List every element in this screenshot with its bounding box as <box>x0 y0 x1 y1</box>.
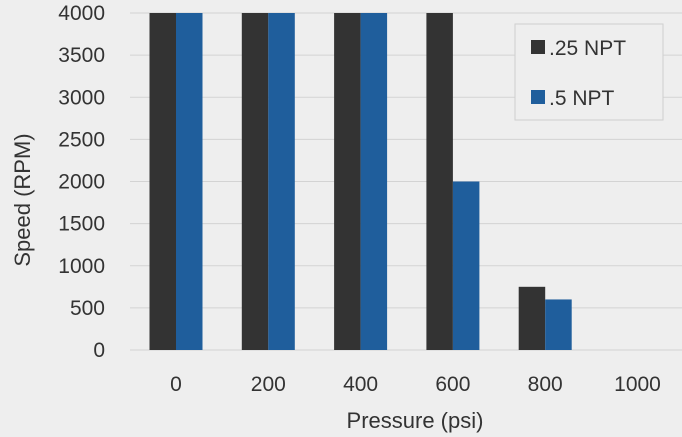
x-tick-label: 600 <box>435 373 470 396</box>
x-tick-label: 400 <box>343 373 378 396</box>
bar-series-2-600 <box>452 181 480 350</box>
bar-series-1-0 <box>149 13 176 350</box>
bar-series-2-0 <box>176 13 203 350</box>
bar-series-1-600 <box>426 13 453 350</box>
bar-series-1-200 <box>241 13 269 350</box>
legend-swatch <box>531 90 545 104</box>
bar-series-2-400 <box>360 13 388 350</box>
y-tick-label: 1500 <box>58 213 105 236</box>
bar-series-2-200 <box>268 13 295 350</box>
y-tick-label: 4000 <box>58 2 105 25</box>
y-tick-label: 500 <box>70 297 105 320</box>
legend-swatch <box>531 40 545 54</box>
y-axis-title: Speed (RPM) <box>10 133 35 266</box>
x-tick-label: 200 <box>251 373 286 396</box>
y-tick-label: 2500 <box>58 128 105 151</box>
y-tick-label: 1000 <box>58 255 105 278</box>
x-axis-title: Pressure (psi) <box>347 408 484 433</box>
legend-label: .5 NPT <box>549 87 615 110</box>
x-tick-label: 800 <box>528 373 563 396</box>
bar-series-2-800 <box>545 299 572 350</box>
y-tick-label: 3000 <box>58 86 105 109</box>
x-tick-labels: 0 200 400 600 800 1000 <box>170 373 661 396</box>
y-tick-labels: 0 500 1000 1500 2000 2500 3000 3500 4000 <box>58 2 105 362</box>
x-tick-label: 1000 <box>614 373 661 396</box>
legend-label: .25 NPT <box>549 37 626 60</box>
bar-series-1-400 <box>334 13 361 350</box>
legend: .25 NPT .5 NPT <box>514 23 664 121</box>
x-tick-label: 0 <box>170 373 182 396</box>
bars <box>149 13 572 350</box>
y-tick-label: 2000 <box>58 171 105 194</box>
y-tick-label: 3500 <box>58 44 105 67</box>
y-tick-label: 0 <box>93 339 105 362</box>
bar-series-1-800 <box>518 286 546 350</box>
